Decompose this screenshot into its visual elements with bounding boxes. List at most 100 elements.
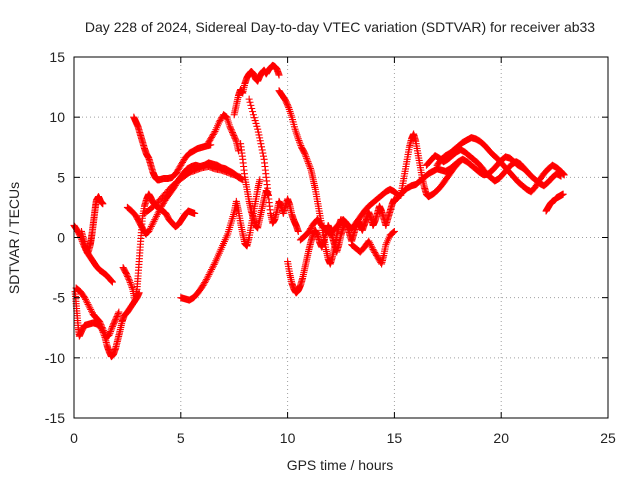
y-tick-label: 0 xyxy=(57,230,65,246)
y-tick-label: 5 xyxy=(57,169,65,185)
data-point xyxy=(150,217,158,225)
data-point xyxy=(259,149,267,157)
x-tick-label: 10 xyxy=(280,430,296,446)
data-point xyxy=(81,294,89,302)
data-point xyxy=(147,222,155,230)
data-point xyxy=(111,317,119,325)
data-point xyxy=(303,156,311,164)
data-point xyxy=(98,322,106,330)
data-point xyxy=(209,262,217,270)
data-point xyxy=(307,225,315,233)
data-point xyxy=(275,71,283,79)
data-point xyxy=(204,139,212,147)
data-point xyxy=(128,284,136,292)
data-point xyxy=(304,158,312,166)
series-trace-r xyxy=(390,153,565,205)
data-point xyxy=(173,167,181,175)
data-point xyxy=(96,319,104,327)
data-point xyxy=(216,117,224,125)
data-point xyxy=(454,159,462,167)
data-point xyxy=(306,163,314,171)
x-tick-labels: 0 5 10 15 20 25 xyxy=(70,430,616,446)
data-point xyxy=(305,159,313,167)
data-point xyxy=(300,148,308,156)
data-point xyxy=(256,137,264,145)
data-point xyxy=(264,191,272,199)
data-point xyxy=(108,324,116,332)
data-point xyxy=(175,164,183,172)
data-point xyxy=(254,128,262,136)
data-point xyxy=(248,105,256,113)
data-point xyxy=(251,117,259,125)
data-point xyxy=(253,122,261,130)
data-point xyxy=(524,169,532,177)
y-axis-label: SDTVAR / TECUs xyxy=(6,182,22,294)
data-point xyxy=(245,95,253,103)
series-trace-h xyxy=(130,113,215,184)
x-tick-label: 0 xyxy=(70,430,78,446)
data-point xyxy=(124,274,132,282)
data-point xyxy=(283,99,291,107)
data-point xyxy=(305,161,313,169)
data-point xyxy=(254,125,262,133)
data-point xyxy=(232,136,240,144)
data-point xyxy=(200,280,208,288)
data-point xyxy=(228,127,236,135)
data-point xyxy=(256,134,264,142)
x-tick-label: 25 xyxy=(600,430,616,446)
series-trace-k xyxy=(230,61,283,119)
data-point xyxy=(87,305,95,313)
data-point xyxy=(145,227,153,235)
series-trace-j xyxy=(177,176,264,304)
data-point xyxy=(560,171,568,179)
data-point xyxy=(99,200,107,208)
data-point xyxy=(122,270,130,278)
data-point xyxy=(207,267,215,275)
data-point xyxy=(296,138,304,146)
data-point xyxy=(174,166,182,174)
data-point xyxy=(217,115,225,123)
data-point xyxy=(372,251,380,259)
data-point xyxy=(154,209,162,217)
data-point xyxy=(560,170,568,178)
data-point xyxy=(231,134,239,142)
data-point xyxy=(108,323,116,331)
x-tick-label: 20 xyxy=(493,430,509,446)
data-point xyxy=(208,133,216,141)
data-point xyxy=(297,142,305,150)
series-trace-v xyxy=(542,190,567,215)
series-trace-q xyxy=(348,227,398,268)
data-point xyxy=(114,311,122,319)
data-point xyxy=(176,163,184,171)
data-point xyxy=(205,271,213,279)
data-point xyxy=(198,283,206,291)
data-point xyxy=(534,179,542,187)
data-point xyxy=(305,227,313,235)
data-point xyxy=(258,146,266,154)
data-point xyxy=(85,302,93,310)
data-point xyxy=(283,101,291,109)
data-point xyxy=(159,199,167,207)
data-point xyxy=(206,269,214,277)
series-trace-m xyxy=(237,140,272,232)
data-point xyxy=(210,260,218,268)
data-point xyxy=(105,331,113,339)
data-point xyxy=(177,161,185,169)
data-point xyxy=(390,228,398,236)
series-trace-s xyxy=(397,130,462,201)
data-point xyxy=(531,183,539,191)
data-point xyxy=(148,221,156,229)
data-point xyxy=(559,190,567,198)
data-point xyxy=(123,271,131,279)
y-tick-labels: -15 -10 -5 0 5 10 15 xyxy=(45,49,65,426)
data-point xyxy=(155,207,163,215)
x-axis-label: GPS time / hours xyxy=(287,457,394,473)
data-point xyxy=(207,135,215,143)
data-points xyxy=(70,61,568,361)
data-point xyxy=(152,212,160,220)
data-point xyxy=(179,158,187,166)
series-trace-l xyxy=(245,95,302,235)
data-point xyxy=(100,328,108,336)
data-point xyxy=(202,277,210,285)
